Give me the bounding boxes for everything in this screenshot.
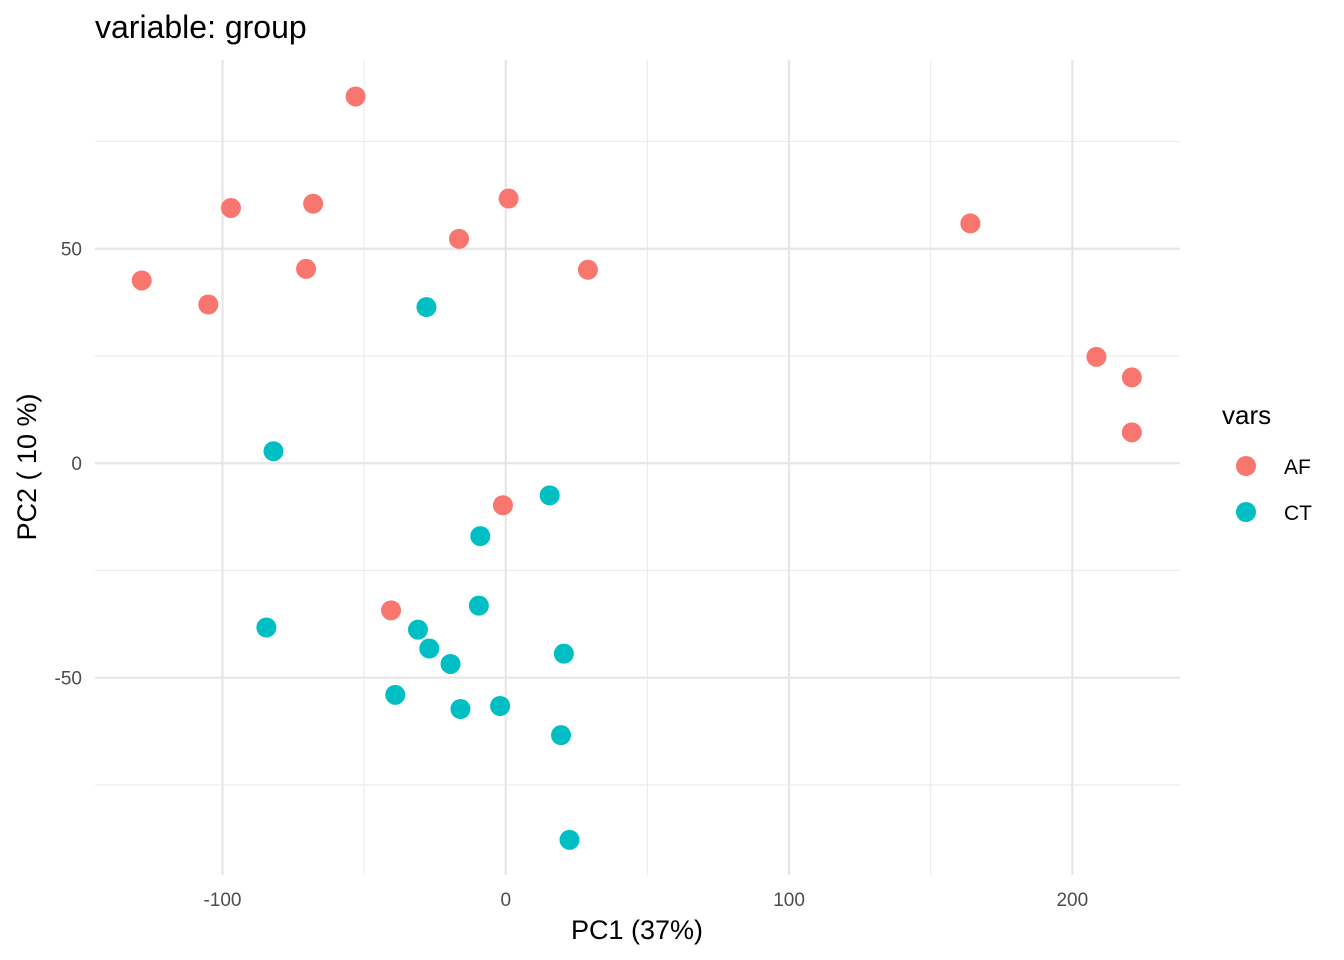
legend-title: vars xyxy=(1222,400,1271,430)
data-point-ct xyxy=(551,725,572,746)
data-point-ct xyxy=(407,619,428,640)
x-tick-label: -100 xyxy=(203,890,241,911)
x-axis-tick-labels: -100 0 100 200 xyxy=(203,890,1088,911)
plot-title: variable: group xyxy=(95,9,307,45)
data-point-af xyxy=(498,188,519,209)
data-point-af xyxy=(577,259,598,280)
data-point-af xyxy=(1121,422,1142,443)
data-point-ct xyxy=(440,653,461,674)
data-point-af xyxy=(1086,346,1107,367)
y-tick-label: 50 xyxy=(61,240,82,261)
y-axis-tick-labels: -50 0 50 xyxy=(55,240,82,690)
data-point-ct xyxy=(553,643,574,664)
legend-label-ct: CT xyxy=(1284,502,1312,525)
data-point-ct xyxy=(559,829,580,850)
data-point-af xyxy=(296,258,317,279)
data-point-af xyxy=(449,228,470,249)
data-point-ct xyxy=(263,441,284,462)
data-point-ct xyxy=(256,617,277,638)
data-point-ct xyxy=(539,485,560,506)
major-gridlines xyxy=(95,60,1180,875)
data-point-af xyxy=(220,197,241,218)
data-point-ct xyxy=(385,684,406,705)
data-point-af xyxy=(960,213,981,234)
data-point-ct xyxy=(419,638,440,659)
data-point-af xyxy=(345,86,366,107)
legend-key-af xyxy=(1236,456,1256,476)
data-point-ct xyxy=(490,695,511,716)
data-point-ct xyxy=(450,698,471,719)
y-tick-label: 0 xyxy=(71,454,82,475)
data-point-ct xyxy=(416,297,437,318)
x-tick-label: 0 xyxy=(500,890,511,911)
data-point-af xyxy=(198,294,219,315)
legend-label-af: AF xyxy=(1284,456,1311,479)
x-tick-label: 100 xyxy=(773,890,805,911)
data-point-af xyxy=(492,495,513,516)
minor-gridlines xyxy=(95,60,1180,875)
data-point-ct xyxy=(468,595,489,616)
y-axis-title: PC2 ( 10 %) xyxy=(12,393,42,540)
data-points xyxy=(131,86,1142,850)
data-point-ct xyxy=(470,526,491,547)
data-point-af xyxy=(131,270,152,291)
data-point-af xyxy=(381,600,402,621)
legend-key-ct xyxy=(1236,502,1256,522)
x-tick-label: 200 xyxy=(1056,890,1088,911)
data-point-af xyxy=(303,193,324,214)
x-axis-title: PC1 (37%) xyxy=(571,915,703,945)
data-point-af xyxy=(1121,367,1142,388)
y-tick-label: -50 xyxy=(55,669,82,690)
legend: vars AF CT xyxy=(1222,400,1312,525)
